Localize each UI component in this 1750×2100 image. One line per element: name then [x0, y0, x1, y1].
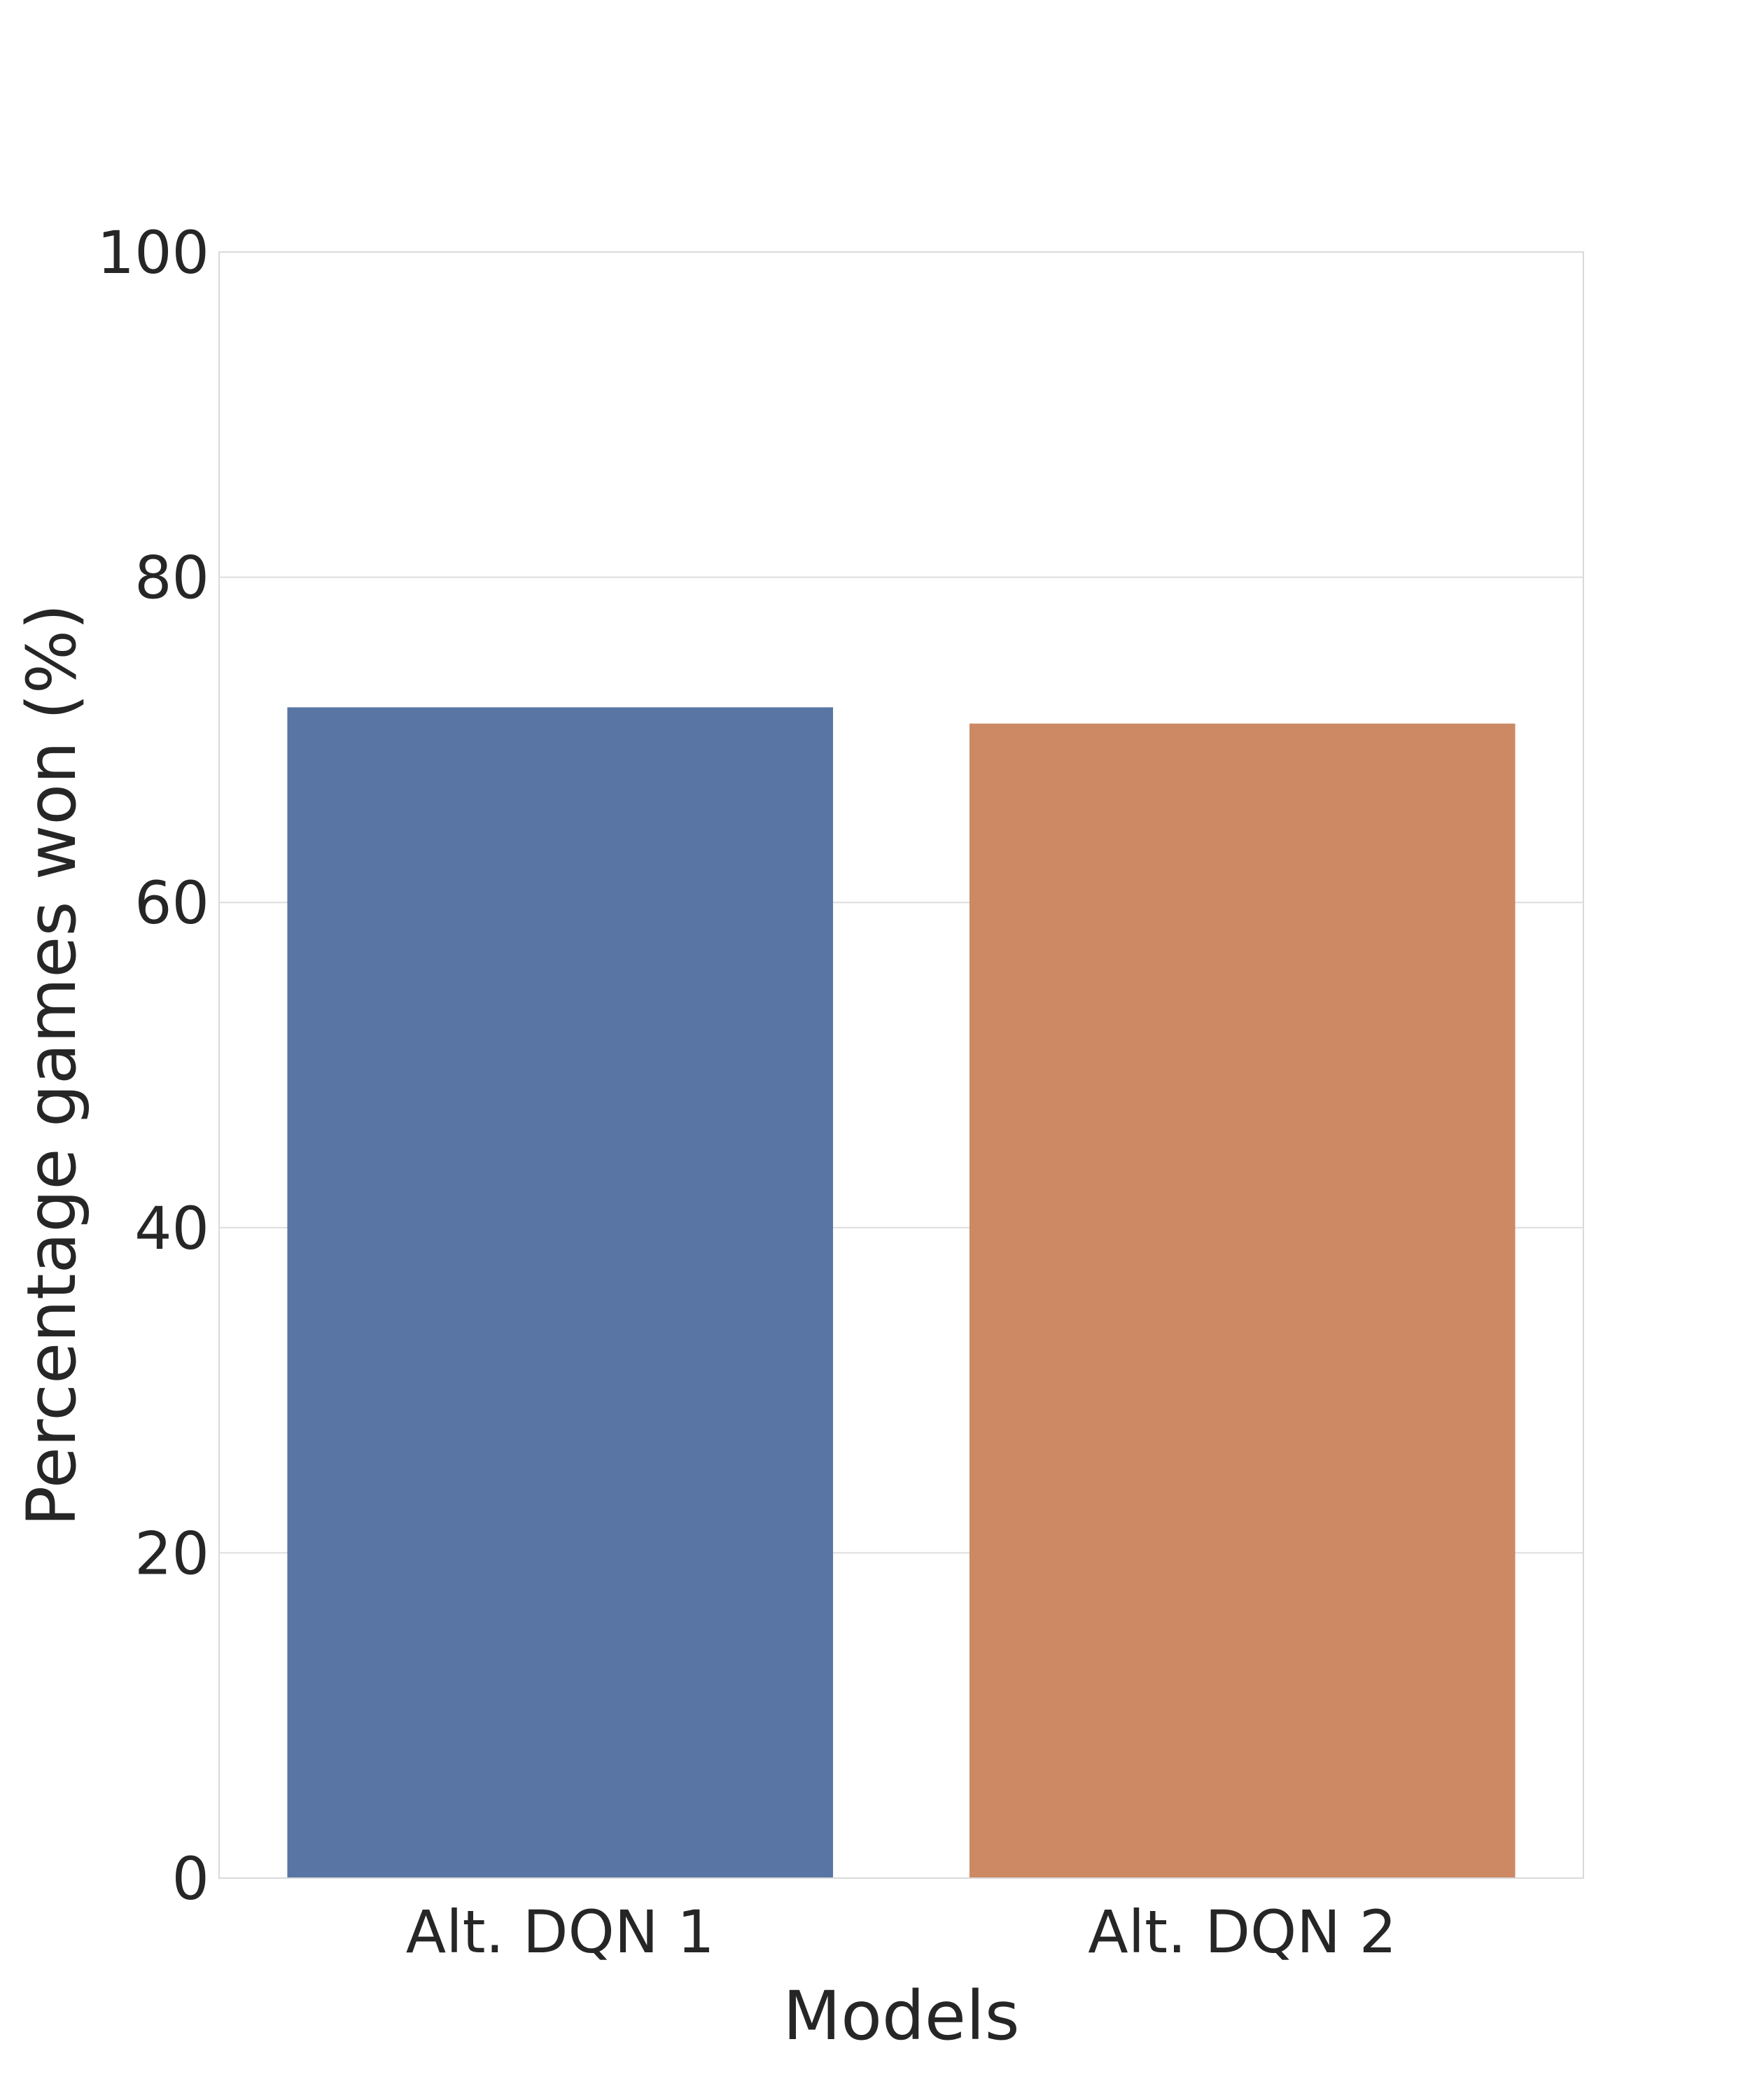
x-tick-label: Alt. DQN 2 [1088, 1898, 1396, 1966]
y-tick-label: 40 [134, 1194, 209, 1263]
plot-frame [218, 251, 1584, 1879]
y-tick-labels: 0 20 40 60 80 100 [97, 218, 209, 1913]
y-axis-title: Percentage games won (%) [13, 603, 91, 1526]
y-tick-label: 60 [134, 869, 209, 937]
x-axis-title: Models [783, 1977, 1019, 2055]
y-tick-label: 100 [97, 218, 209, 287]
bar-1 [287, 707, 834, 1879]
x-tick-label: Alt. DQN 1 [406, 1898, 715, 1966]
bars [287, 707, 1516, 1879]
y-tick-label: 80 [134, 544, 209, 612]
y-tick-label: 0 [172, 1844, 209, 1913]
y-tick-label: 20 [134, 1519, 209, 1588]
bar-2 [969, 723, 1516, 1878]
x-tick-labels: Alt. DQN 1 Alt. DQN 2 [406, 1898, 1396, 1966]
